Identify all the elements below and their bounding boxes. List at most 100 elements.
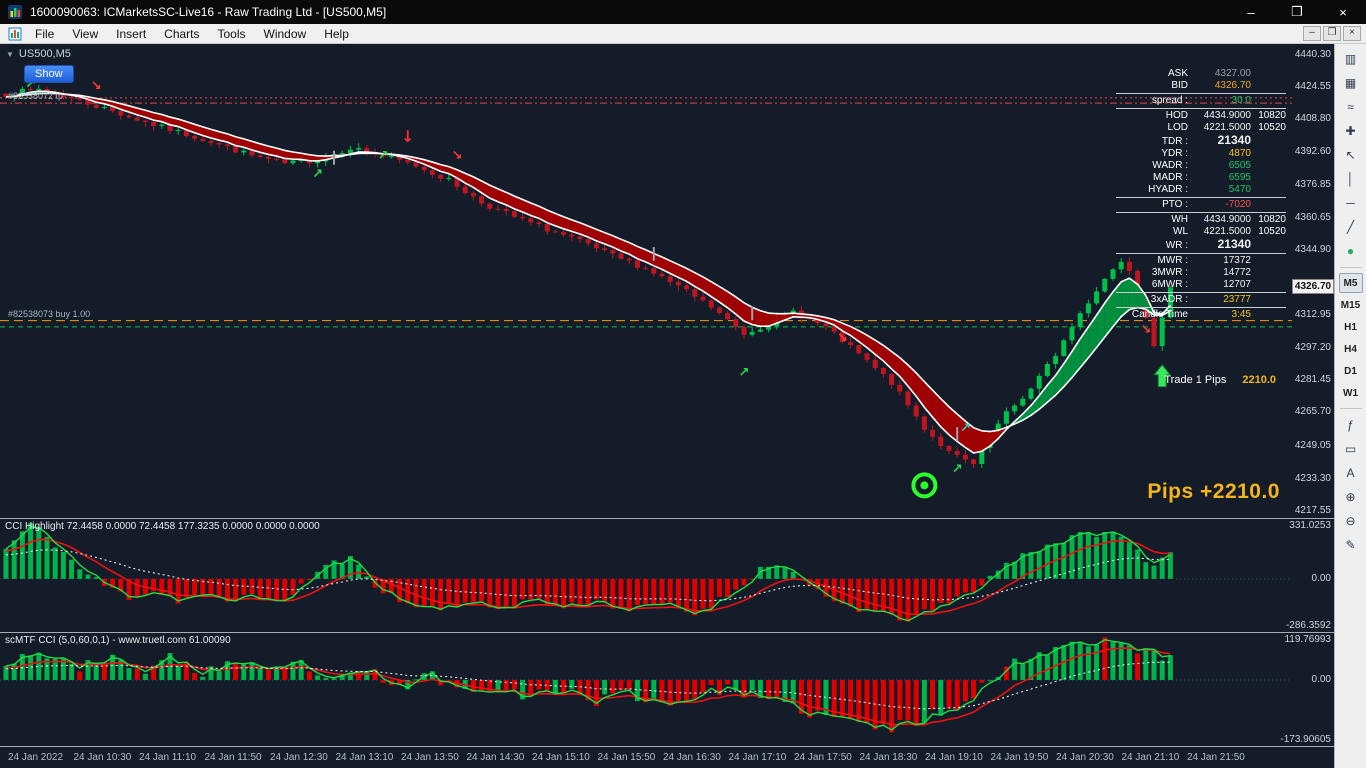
menu-item-file[interactable]: File [35,26,55,41]
time-tick-label: 24 Jan 2022 [8,752,64,763]
quote-row: WH 4434.9000 10820 [1116,214,1286,226]
cci-highlight-panel[interactable]: 331.0253 0.00 -286.3592 CCI Highlight 72.4… [0,518,1334,632]
price-chart[interactable]: ↗ ↘ ↗ ↗ ↓ ↘ ↗ ↘ ↗ ↗ ↘ [0,44,1292,518]
price-tick-label: 4297.20 [1294,341,1331,353]
menu-item-view[interactable]: View [72,26,99,41]
timeframe-m15[interactable]: M15 [1340,299,1361,311]
scmtf-cci-label: scMTF CCI (5,0,60,0,1) - www.truetl.com … [5,635,231,646]
cci-highlight-plot [0,523,1292,622]
zoom-in-icon[interactable]: ⊕ [1345,490,1356,504]
chart-restore-button[interactable]: ❐ [1323,26,1341,41]
quote-row: 6MWR : 12707 [1116,279,1286,293]
collapse-panel-icon[interactable]: ▼ [6,49,14,59]
price-tick-label: 4233.30 [1294,472,1331,484]
menu-item-help[interactable]: Help [324,26,349,41]
timeframe-d1[interactable]: D1 [1344,365,1357,377]
chart-close-button[interactable]: × [1343,26,1361,41]
zoom-out-icon[interactable]: ⊖ [1345,514,1356,528]
price-tick-label: 4440.30 [1294,48,1331,60]
chart-column: ↗ ↘ ↗ ↗ ↓ ↘ ↗ ↘ ↗ ↗ ↘ 4440.30 4424.55 4408.80 4392.60… [0,44,1334,768]
maximize-button[interactable]: ❐ [1291,4,1303,19]
order-lines-layer [0,97,1292,328]
menu-item-insert[interactable]: Insert [116,26,147,41]
quote-row-value: 4434.9000 [1203,214,1251,225]
cursor-icon[interactable]: ↖ [1345,148,1356,162]
time-tick-label: 24 Jan 21:50 [1187,752,1245,763]
show-button[interactable]: Show [24,65,74,83]
quote-row-value: 23777 [1223,294,1251,305]
trade-note-label: Trade 1 Pips [1164,374,1227,386]
menu-item-window[interactable]: Window [263,26,307,41]
price-tick-label: 4217.55 [1294,504,1331,516]
quote-row-value: 4327.00 [1214,68,1251,79]
quote-row-label: spread : [1151,95,1188,106]
indicator-tick-label: 119.76993 [1284,634,1331,645]
price-tick-label: 4344.90 [1294,244,1331,256]
quote-row: YDR : 4870 [1116,148,1286,160]
ma-ribbon-layer [5,90,1171,454]
price-scale[interactable]: 4440.30 4424.55 4408.80 4392.60 4376.85 4360.… [1292,44,1334,518]
timeframe-w1[interactable]: W1 [1343,387,1358,399]
price-tick-label: 4265.70 [1294,406,1331,418]
timeframe-m5[interactable]: M5 [1338,273,1363,293]
scmtf-cci-plot [0,637,1292,733]
chart-window-controls: – ❐ × [1303,26,1366,41]
quote-row-label: 3xADR : [1150,294,1188,305]
title-bar: 1600090063: ICMarketsSC-Live16 - Raw Tra… [0,0,1366,24]
price-tick-label: 4360.65 [1294,211,1331,223]
trade-note: Trade 1 Pips 2210.0 [1164,374,1276,386]
scmtf-cci-panel[interactable]: 119.76993 0.00 -173.90605 scMTF CCI (5,0,6… [0,632,1334,746]
histogram-layer [3,637,1173,733]
bar-chart-icon[interactable]: ▥ [1344,52,1357,66]
time-tick-label: 24 Jan 17:10 [728,752,787,763]
quote-row-label: PTO : [1162,199,1188,210]
time-tick-label: 24 Jan 11:50 [204,752,262,763]
indicators-icon[interactable]: ƒ [1347,418,1354,432]
quote-row-value: 21340 [1217,237,1251,251]
minimize-button[interactable]: – [1247,4,1255,20]
main-chart-panel[interactable]: ↗ ↘ ↗ ↗ ↓ ↘ ↗ ↘ ↗ ↗ ↘ 4440.30 4424.55 4408.80 4392.60… [0,44,1334,518]
time-tick-label: 24 Jan 13:10 [335,752,394,763]
hline-icon[interactable]: ─ [1346,196,1355,210]
crosshair-icon[interactable]: ✚ [1345,124,1356,138]
objects-icon[interactable]: ▭ [1344,442,1357,456]
quote-row-label: WH [1171,214,1188,225]
candles-layer [3,85,1173,469]
time-axis[interactable]: 24 Jan 2022 24 Jan 10:30 24 Jan 11:10 24 Ja… [0,746,1334,768]
price-tick-label: 4392.60 [1294,146,1331,158]
svg-text:↗: ↗ [25,77,36,92]
quote-row-label: 3MWR : [1151,267,1188,278]
time-tick-label: 24 Jan 15:50 [597,752,656,763]
candles-icon[interactable]: ▦ [1344,76,1357,90]
line-chart-icon[interactable]: ≈ [1347,100,1354,114]
price-tick-label: 4312.95 [1294,309,1331,321]
menu-item-charts[interactable]: Charts [164,26,200,41]
time-tick-label: 24 Jan 18:30 [859,752,918,763]
chart-minimize-button[interactable]: – [1303,26,1321,41]
close-button[interactable]: × [1339,4,1347,20]
edit-icon[interactable]: ✎ [1345,538,1356,552]
quote-row-value: 21340 [1217,133,1251,147]
svg-text:↗: ↗ [960,421,971,436]
quote-row-label: WL [1173,226,1188,237]
price-tick-label: 4424.55 [1294,80,1331,92]
time-tick-label: 24 Jan 14:30 [466,752,525,763]
timeframe-h4[interactable]: H4 [1344,343,1357,355]
globe-icon[interactable]: ● [1346,244,1355,258]
timeframe-h1[interactable]: H1 [1344,321,1357,333]
trendline-icon[interactable]: ╱ [1346,220,1355,234]
quote-row-value2: 10520 [1258,122,1286,133]
text-icon[interactable]: A [1346,466,1355,480]
indicator-tick-label: 0.00 [1311,572,1331,584]
window-controls: – ❐ × [1228,0,1366,24]
time-tick-label: 24 Jan 10:30 [73,752,132,763]
menu-items: File View Insert Charts Tools Window Help [26,25,358,43]
quote-row-label: BID [1171,80,1188,91]
time-tick-label: 24 Jan 19:50 [990,752,1049,763]
indicator-tick-label: -173.90605 [1280,734,1331,746]
menu-item-tools[interactable]: Tools [217,26,246,41]
quote-row: Candle Time 3:45 [1116,309,1286,321]
vline-icon[interactable]: │ [1346,172,1355,186]
price-tick-label: 4249.05 [1294,440,1331,452]
quote-row-label: 6MWR : [1151,279,1188,290]
